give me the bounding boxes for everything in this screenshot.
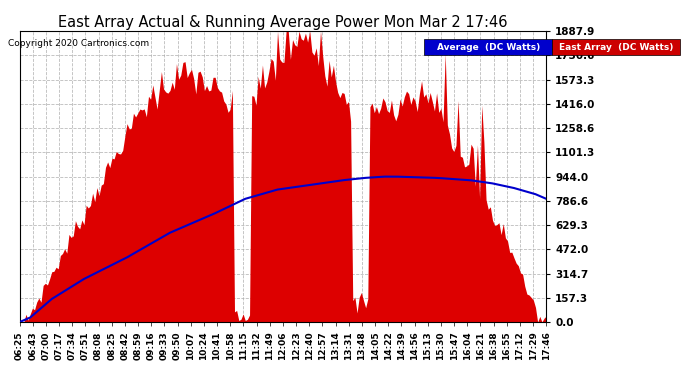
Text: Average  (DC Watts): Average (DC Watts) <box>437 43 540 52</box>
Title: East Array Actual & Running Average Power Mon Mar 2 17:46: East Array Actual & Running Average Powe… <box>58 15 508 30</box>
Text: Copyright 2020 Cartronics.com: Copyright 2020 Cartronics.com <box>8 39 150 48</box>
Text: East Array  (DC Watts): East Array (DC Watts) <box>559 43 673 52</box>
